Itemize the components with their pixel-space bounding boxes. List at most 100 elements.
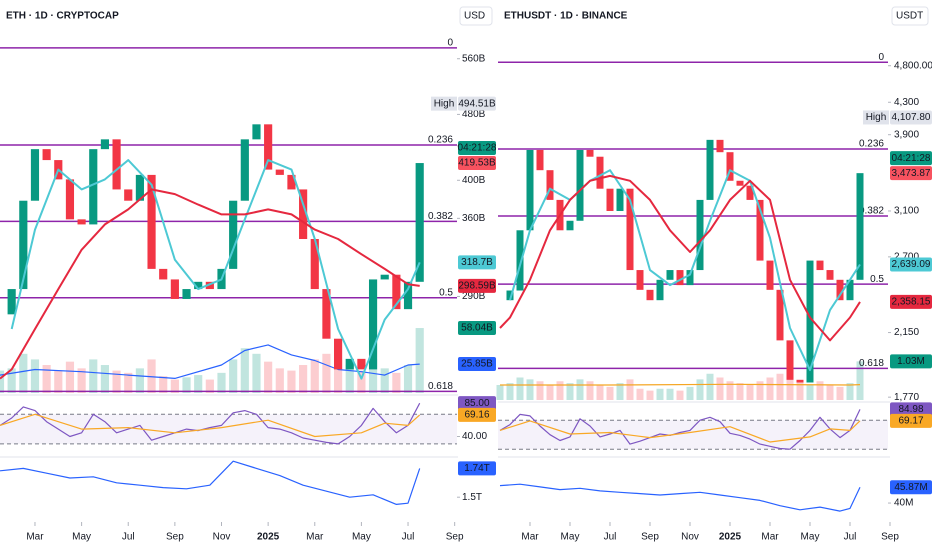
- candle: [506, 290, 514, 301]
- candle: [182, 289, 191, 299]
- volume-bar: [30, 359, 40, 393]
- lower-line: [499, 483, 861, 512]
- volume-bar: [536, 381, 544, 400]
- volume-bar: [506, 383, 514, 400]
- x-tick-label: Mar: [306, 532, 324, 543]
- candle: [796, 379, 804, 383]
- candle: [124, 189, 133, 201]
- volume-bar: [403, 365, 413, 393]
- candle: [766, 260, 774, 290]
- candle: [596, 156, 604, 189]
- volume-bar: [646, 390, 654, 400]
- volume-bar: [217, 372, 226, 393]
- volume-bar: [766, 377, 774, 400]
- chart-title: ETH · 1D · CRYPTOCAP: [6, 11, 119, 22]
- volume-bar: [19, 353, 28, 393]
- volume-bar: [322, 353, 331, 393]
- candle: [686, 270, 694, 286]
- y-tick-label: 40M: [894, 498, 913, 509]
- volume-bar: [42, 365, 51, 393]
- volume-bar: [756, 381, 764, 400]
- volume-bar: [264, 361, 273, 393]
- price-badge-title: High: [866, 112, 887, 123]
- volume-bar: [776, 373, 784, 400]
- volume-bar: [334, 359, 343, 393]
- candle: [100, 139, 110, 150]
- candle: [252, 124, 261, 140]
- rsi-badge: [458, 396, 496, 411]
- volume-bar: [836, 386, 844, 400]
- x-tick-label: May: [801, 532, 820, 543]
- y-tick-label: 2,700: [894, 252, 919, 263]
- volume-bar: [576, 379, 584, 400]
- candle: [566, 220, 574, 231]
- volume-bar: [100, 365, 110, 393]
- volume-bar: [310, 359, 319, 393]
- candle: [322, 289, 331, 339]
- countdown: 04:21:28: [892, 153, 931, 164]
- y-tick-label: 360B: [462, 213, 486, 224]
- volume-bar: [546, 385, 554, 400]
- volume-bar: [135, 368, 144, 393]
- price-badge-label: 318.7B: [461, 257, 493, 268]
- x-tick-label: Jul: [122, 532, 135, 543]
- candle: [716, 139, 724, 153]
- volume-bar: [636, 388, 644, 400]
- candle: [726, 152, 734, 181]
- moving-average-line: [499, 174, 861, 342]
- level-label: 0: [447, 38, 453, 49]
- volume-bar: [159, 376, 168, 393]
- price-badge: [458, 156, 496, 171]
- volume-ma-line: [0, 344, 420, 379]
- volume-badge: [458, 357, 496, 372]
- candle: [89, 149, 98, 225]
- price-badge-label: 2,358.15: [892, 296, 931, 307]
- candle: [19, 200, 28, 290]
- x-tick-label: Jul: [844, 532, 857, 543]
- currency-box: [459, 6, 493, 26]
- price-badge: [890, 257, 932, 272]
- volume-bar: [287, 370, 296, 393]
- candle: [240, 139, 249, 201]
- volume-badge-label: 58.04B: [461, 323, 493, 334]
- volume-bar: [846, 383, 854, 400]
- volume-bar: [596, 385, 604, 400]
- volume-bar: [368, 359, 378, 393]
- candle: [626, 188, 634, 271]
- volume-bar: [696, 379, 704, 400]
- countdown: 04:21:28: [458, 143, 497, 154]
- price-badge-title: High: [434, 98, 455, 109]
- x-tick-label: 2025: [257, 532, 280, 543]
- volume-bar: [616, 383, 624, 400]
- lower-badge-label: 1.74T: [464, 463, 490, 474]
- volume-bar: [586, 381, 594, 400]
- x-tick-label: Sep: [641, 532, 659, 543]
- rsi-band: [0, 414, 457, 444]
- candle: [756, 199, 764, 261]
- volume-bar: [112, 370, 121, 393]
- candle: [736, 180, 744, 186]
- x-tick-label: Sep: [881, 532, 899, 543]
- candle: [526, 149, 534, 231]
- volume-badge-label: 25.85B: [461, 359, 493, 370]
- price-axis-bg: [890, 28, 932, 520]
- level-label: 0.382: [859, 206, 884, 217]
- candle: [706, 139, 714, 200]
- volume-bar: [786, 377, 794, 400]
- volume-bar: [252, 353, 261, 393]
- candle: [806, 260, 814, 383]
- volume-bar: [626, 379, 634, 400]
- level-label: 0.618: [428, 381, 453, 392]
- price-badge-title-bg: [431, 96, 457, 111]
- candle: [264, 124, 273, 170]
- price-badge-title-bg: [863, 110, 889, 125]
- volume-bar: [54, 370, 63, 393]
- volume-bar: [806, 385, 814, 400]
- price-badge-label: 3,473.87: [892, 168, 931, 179]
- candle: [275, 169, 284, 175]
- rsi-band: [498, 420, 888, 450]
- rsi-badge: [890, 413, 932, 428]
- candle: [112, 139, 121, 190]
- volume-bar: [796, 381, 804, 400]
- level-label: 0.5: [870, 274, 884, 285]
